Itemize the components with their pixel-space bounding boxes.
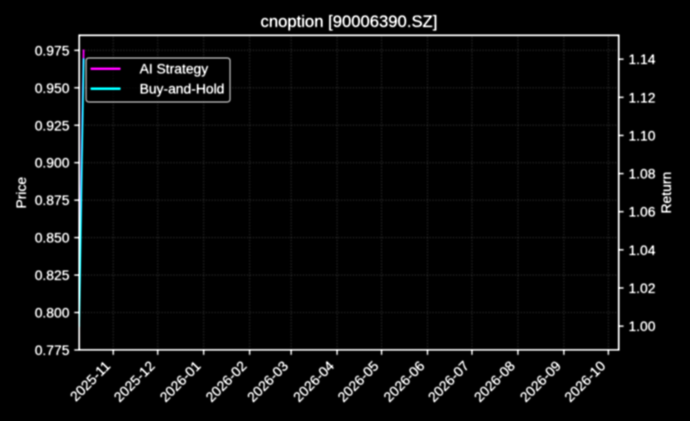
svg-text:0.875: 0.875 bbox=[35, 192, 70, 208]
svg-text:1.00: 1.00 bbox=[628, 318, 655, 334]
svg-text:0.775: 0.775 bbox=[35, 342, 70, 358]
svg-text:Return: Return bbox=[658, 172, 674, 214]
svg-text:0.850: 0.850 bbox=[35, 230, 70, 246]
svg-text:1.12: 1.12 bbox=[628, 89, 655, 105]
svg-text:0.925: 0.925 bbox=[35, 117, 70, 133]
svg-text:Price: Price bbox=[13, 177, 29, 209]
svg-text:cnoption [90006390.SZ]: cnoption [90006390.SZ] bbox=[260, 12, 437, 31]
svg-text:1.02: 1.02 bbox=[628, 280, 655, 296]
svg-text:1.14: 1.14 bbox=[628, 51, 655, 67]
svg-text:0.825: 0.825 bbox=[35, 267, 70, 283]
svg-text:1.08: 1.08 bbox=[628, 166, 655, 182]
svg-text:AI Strategy: AI Strategy bbox=[140, 61, 209, 77]
svg-text:0.950: 0.950 bbox=[35, 80, 70, 96]
svg-text:Buy-and-Hold: Buy-and-Hold bbox=[140, 81, 225, 97]
svg-text:1.06: 1.06 bbox=[628, 204, 655, 220]
svg-text:0.975: 0.975 bbox=[35, 42, 70, 58]
svg-text:1.04: 1.04 bbox=[628, 242, 655, 258]
svg-text:0.900: 0.900 bbox=[35, 155, 70, 171]
svg-text:1.10: 1.10 bbox=[628, 127, 655, 143]
svg-text:0.800: 0.800 bbox=[35, 305, 70, 321]
